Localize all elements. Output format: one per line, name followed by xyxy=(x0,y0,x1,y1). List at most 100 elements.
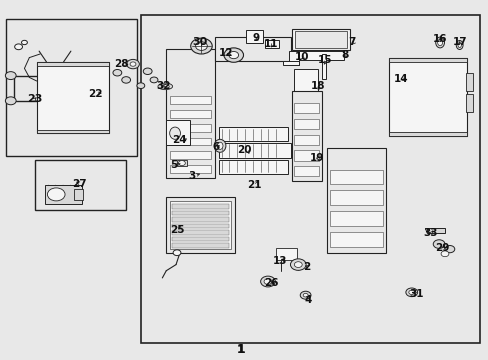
Ellipse shape xyxy=(437,39,442,46)
Bar xyxy=(172,211,228,215)
Circle shape xyxy=(303,293,307,297)
Bar xyxy=(329,232,383,247)
Circle shape xyxy=(122,77,130,83)
Bar xyxy=(170,110,211,118)
Text: 6: 6 xyxy=(212,142,219,152)
Bar xyxy=(37,62,109,66)
Circle shape xyxy=(173,250,181,256)
Bar xyxy=(276,248,296,260)
Text: 13: 13 xyxy=(272,256,286,266)
Text: 28: 28 xyxy=(114,59,128,69)
Circle shape xyxy=(432,240,444,248)
Text: 33: 33 xyxy=(422,228,437,238)
Ellipse shape xyxy=(161,85,169,88)
Text: 24: 24 xyxy=(171,135,186,145)
Bar xyxy=(329,170,383,184)
Text: 15: 15 xyxy=(317,55,331,66)
Bar xyxy=(294,135,318,145)
Circle shape xyxy=(5,97,16,105)
Bar xyxy=(294,119,318,129)
Circle shape xyxy=(15,44,22,50)
Bar xyxy=(170,138,211,145)
Text: 3: 3 xyxy=(188,171,195,181)
Circle shape xyxy=(408,290,414,294)
Bar xyxy=(215,37,290,61)
Bar xyxy=(172,217,228,222)
Bar xyxy=(294,150,318,161)
Circle shape xyxy=(126,59,139,69)
Bar xyxy=(172,243,228,248)
Circle shape xyxy=(264,279,271,284)
Text: 7: 7 xyxy=(347,37,355,48)
Circle shape xyxy=(440,251,448,257)
Circle shape xyxy=(137,83,144,89)
Text: 17: 17 xyxy=(451,37,466,48)
Bar xyxy=(246,30,263,43)
Circle shape xyxy=(5,72,16,80)
Text: 10: 10 xyxy=(294,52,309,62)
Text: 27: 27 xyxy=(72,179,86,189)
Bar xyxy=(170,201,230,249)
Text: 5: 5 xyxy=(170,159,177,170)
Bar xyxy=(219,143,291,158)
Text: 31: 31 xyxy=(408,289,423,300)
Bar xyxy=(166,197,234,253)
Circle shape xyxy=(143,68,152,75)
Bar xyxy=(427,228,444,233)
Text: 22: 22 xyxy=(88,89,103,99)
Bar xyxy=(329,211,383,226)
Text: 21: 21 xyxy=(246,180,261,190)
Text: 23: 23 xyxy=(27,94,43,104)
Bar xyxy=(294,166,318,176)
Bar xyxy=(388,132,467,136)
Text: 16: 16 xyxy=(432,33,447,44)
Ellipse shape xyxy=(457,42,460,48)
Bar xyxy=(264,40,278,48)
Circle shape xyxy=(21,40,27,45)
Bar xyxy=(388,58,467,136)
Bar xyxy=(35,160,125,210)
Text: 32: 32 xyxy=(156,81,170,91)
Circle shape xyxy=(195,42,207,50)
Bar xyxy=(170,96,211,104)
Bar xyxy=(172,204,228,209)
Bar xyxy=(45,185,81,204)
Bar xyxy=(388,58,467,62)
Ellipse shape xyxy=(169,127,180,139)
Bar xyxy=(295,31,346,48)
Bar xyxy=(177,160,186,166)
Text: 19: 19 xyxy=(309,153,324,163)
Bar xyxy=(166,49,215,178)
Text: 11: 11 xyxy=(263,39,278,49)
Text: 8: 8 xyxy=(341,50,348,60)
Circle shape xyxy=(178,161,185,166)
Bar xyxy=(465,94,472,112)
Bar xyxy=(172,230,228,235)
Circle shape xyxy=(150,77,158,83)
Bar xyxy=(74,189,83,200)
Circle shape xyxy=(260,276,275,287)
Bar xyxy=(37,130,109,133)
Circle shape xyxy=(300,291,310,299)
Ellipse shape xyxy=(455,41,462,50)
Text: 20: 20 xyxy=(237,145,251,156)
Text: 2: 2 xyxy=(303,262,310,272)
Text: 26: 26 xyxy=(263,278,278,288)
Circle shape xyxy=(290,259,305,270)
Ellipse shape xyxy=(214,139,225,152)
Text: 14: 14 xyxy=(393,74,407,84)
Bar xyxy=(294,103,318,113)
Circle shape xyxy=(228,51,238,59)
Text: 1: 1 xyxy=(236,345,244,355)
Bar xyxy=(329,190,383,205)
Ellipse shape xyxy=(158,83,172,90)
Ellipse shape xyxy=(435,37,444,48)
Bar xyxy=(172,237,228,241)
Bar xyxy=(292,29,349,50)
Bar xyxy=(170,124,211,132)
Circle shape xyxy=(47,188,65,201)
Bar xyxy=(219,127,287,141)
Bar xyxy=(166,120,189,145)
Circle shape xyxy=(405,288,417,297)
Bar xyxy=(37,62,109,133)
